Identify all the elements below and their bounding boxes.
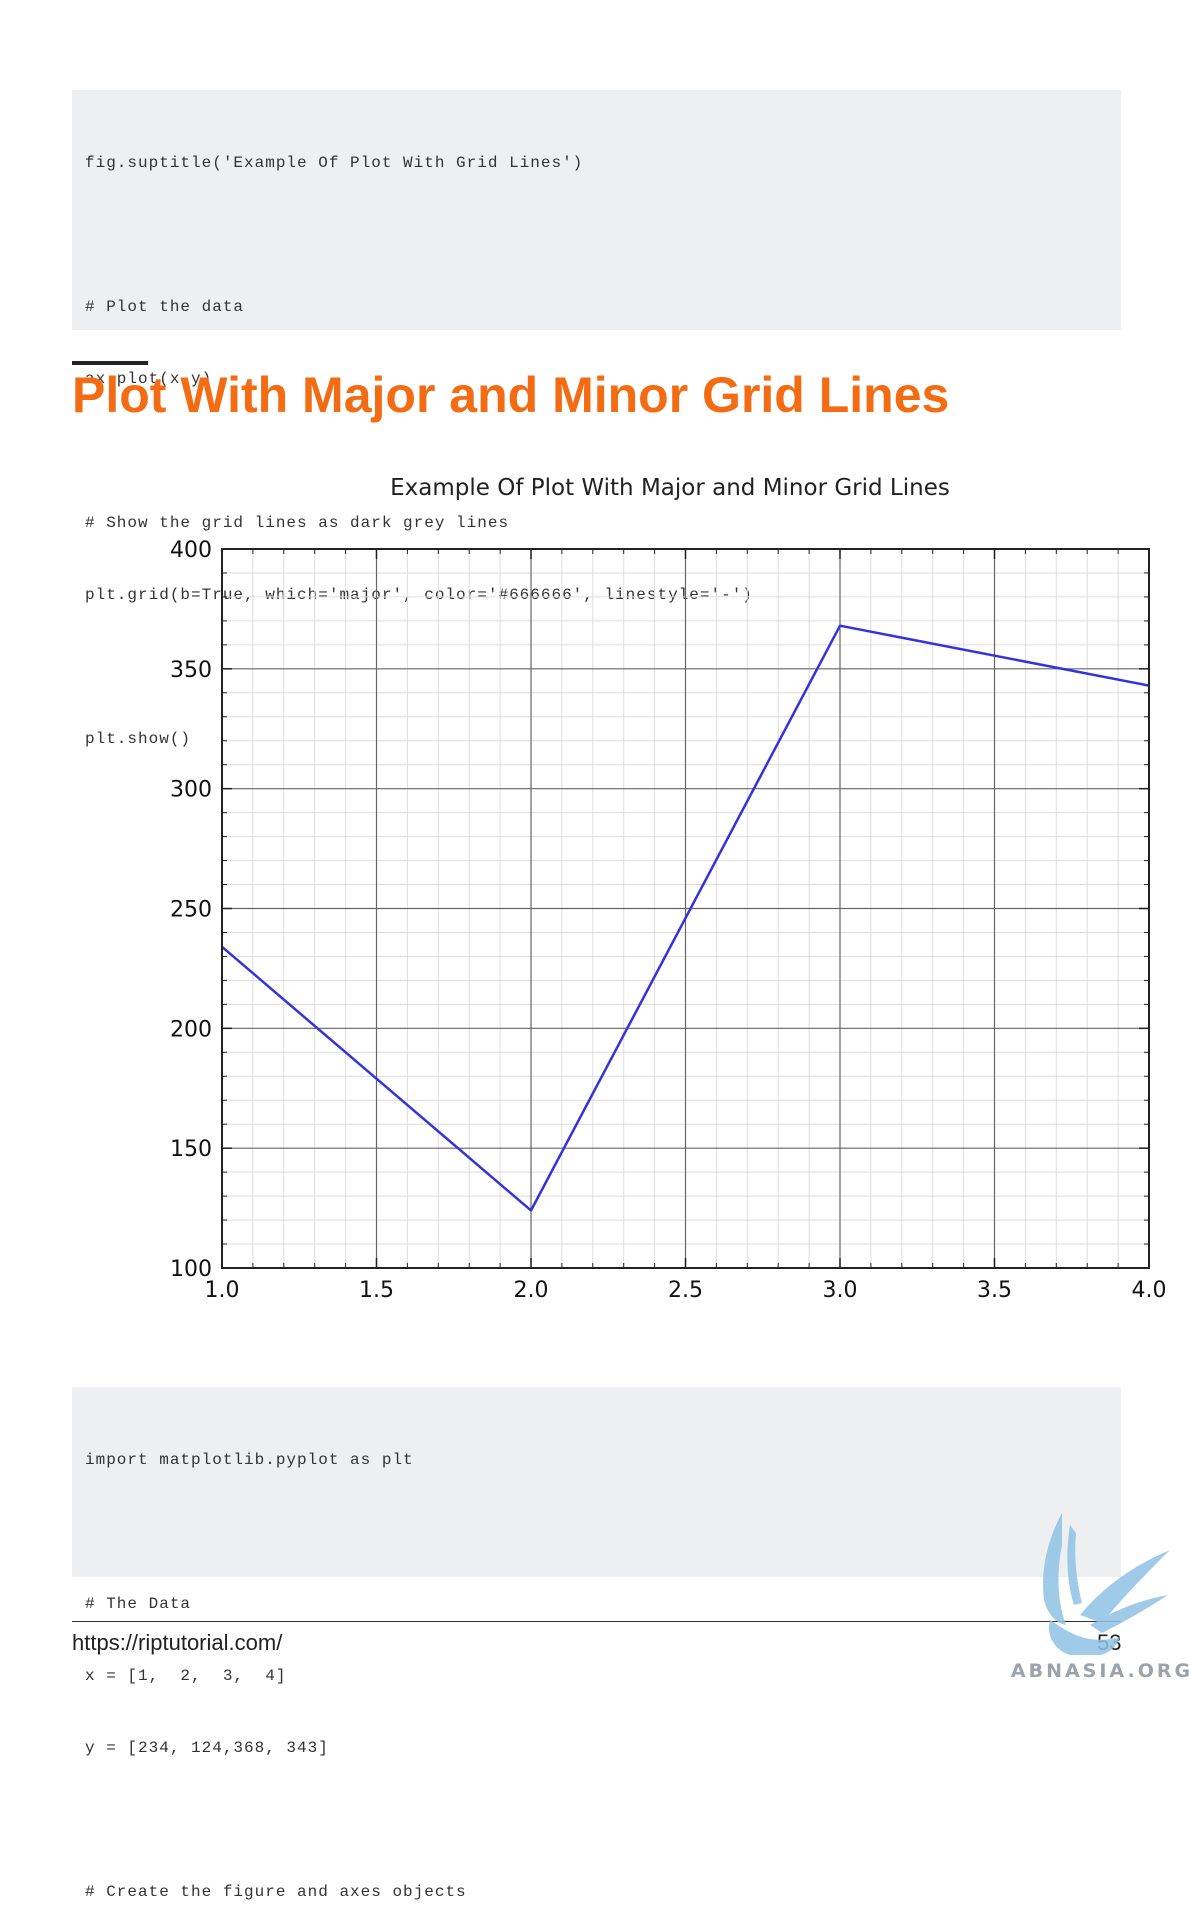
code-line: fig.suptitle('Example Of Plot With Grid …: [85, 154, 584, 172]
x-tick-label: 4.0: [1132, 1278, 1167, 1303]
footer-link[interactable]: https://riptutorial.com/: [72, 1630, 283, 1655]
section-divider: [72, 361, 148, 365]
section-heading: Plot With Major and Minor Grid Lines: [72, 367, 950, 423]
code-block-top: fig.suptitle('Example Of Plot With Grid …: [72, 90, 1121, 748]
winged-creature-icon: [1043, 1513, 1170, 1655]
y-tick-label: 350: [170, 658, 212, 683]
code-line: # Create the figure and axes objects: [85, 1883, 467, 1901]
series-line: [221, 624, 1150, 1212]
y-tick-label: 250: [170, 898, 212, 923]
x-tick-label: 1.0: [205, 1278, 240, 1303]
x-tick-labels: 1.0 1.5 2.0 2.5 3.0 3.5 4.0: [205, 1278, 1167, 1303]
code-block-bottom: import matplotlib.pyplot as plt # The Da…: [72, 1387, 1121, 1901]
code-line: # Plot the data: [85, 298, 245, 316]
y-tick-label: 100: [170, 1257, 212, 1282]
watermark-text: ABNASIA.ORG: [1011, 1660, 1190, 1680]
y-tick-labels: 100 150 200 250 300 350 400: [170, 538, 212, 1282]
watermark-logo: ABNASIA.ORG: [1011, 1513, 1190, 1680]
code-line: x = [1, 2, 3, 4]: [85, 1667, 287, 1685]
code-line: ax.plot(x,y): [85, 370, 213, 388]
x-tick-label: 3.0: [823, 1278, 858, 1303]
x-tick-label: 2.0: [514, 1278, 549, 1303]
major-grid: [221, 548, 1150, 1269]
y-tick-label: 200: [170, 1017, 212, 1042]
y-tick-label: 150: [170, 1137, 212, 1162]
footer-divider: [72, 1621, 1121, 1622]
code-line: [85, 1808, 1108, 1832]
code-line: [85, 1520, 1108, 1544]
plot-frame: [221, 548, 1150, 1269]
x-tick-label: 1.5: [359, 1278, 394, 1303]
code-line: # The Data: [85, 1595, 192, 1613]
line-chart: Example Of Plot With Major and Minor Gri…: [170, 475, 1167, 1303]
x-tick-label: 2.5: [668, 1278, 703, 1303]
series-group: [221, 624, 1150, 1212]
code-line: [85, 223, 1108, 247]
y-tick-label: 400: [170, 538, 212, 563]
code-line: import matplotlib.pyplot as plt: [85, 1451, 414, 1469]
code-line: # Show the grid lines as dark grey lines: [85, 514, 510, 532]
code-line: y = [234, 124,368, 343]: [85, 1739, 329, 1757]
code-line: plt.grid(b=True, which='major', color='#…: [85, 586, 753, 604]
x-tick-label: 3.5: [977, 1278, 1012, 1303]
code-line: plt.show(): [85, 730, 192, 748]
y-tick-label: 300: [170, 778, 212, 803]
chart-title: Example Of Plot With Major and Minor Gri…: [390, 475, 950, 501]
